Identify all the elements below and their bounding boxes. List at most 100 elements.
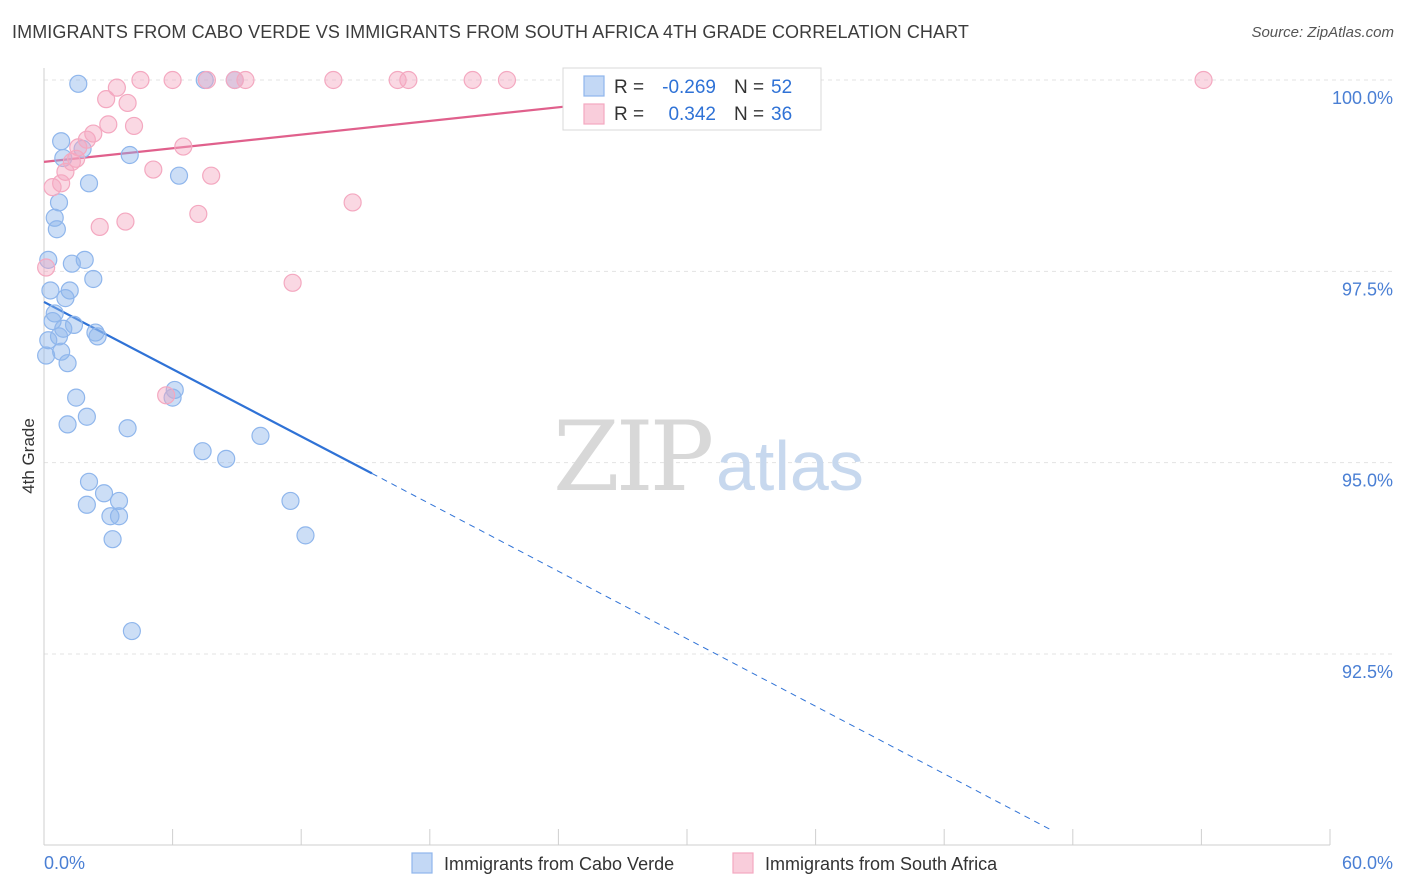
point-south-africa — [163, 70, 182, 90]
point-south-africa — [52, 174, 71, 193]
point-cabo-verde — [41, 281, 60, 300]
point-cabo-verde — [62, 254, 81, 273]
point-cabo-verde — [217, 449, 236, 468]
point-cabo-verde — [58, 354, 77, 373]
point-south-africa — [107, 78, 126, 97]
trend-line-extension — [371, 472, 1052, 831]
point-cabo-verde — [193, 442, 212, 461]
stats-n-value-blue: 52 — [771, 77, 792, 98]
point-cabo-verde — [56, 289, 75, 308]
point-south-africa — [37, 258, 56, 277]
point-south-africa — [497, 70, 517, 90]
point-south-africa — [1194, 70, 1213, 90]
point-cabo-verde — [79, 174, 99, 193]
point-south-africa — [43, 178, 62, 197]
point-cabo-verde — [109, 507, 129, 526]
point-cabo-verde — [122, 621, 141, 641]
y-tick-label: 95.0% — [1342, 471, 1393, 491]
point-cabo-verde — [54, 148, 73, 168]
point-south-africa — [116, 212, 135, 231]
stats-n-label-blue: N = — [734, 77, 764, 98]
point-cabo-verde — [67, 388, 86, 407]
point-south-africa — [463, 70, 482, 90]
point-south-africa — [124, 116, 144, 136]
point-cabo-verde — [120, 145, 139, 165]
point-south-africa — [144, 160, 163, 179]
point-south-africa — [283, 273, 302, 292]
point-cabo-verde — [103, 530, 122, 549]
point-cabo-verde — [58, 415, 77, 434]
stats-r-label-pink: R = — [614, 104, 644, 125]
trend-line-cabo-verde — [43, 300, 373, 475]
stats-n-value-pink: 36 — [771, 104, 792, 125]
point-cabo-verde — [52, 132, 71, 151]
stats-r-value-pink: 0.342 — [668, 104, 716, 125]
point-south-africa — [118, 93, 137, 113]
stats-legend-box — [562, 67, 822, 131]
x-tick-label-max: 60.0% — [1342, 853, 1393, 873]
bottom-legend: Immigrants from Cabo Verde Immigrants fr… — [411, 852, 998, 874]
x-ticks — [43, 829, 1331, 845]
point-cabo-verde — [77, 407, 96, 426]
y-tick-labels: 100.0% 97.5% 95.0% 92.5% — [1332, 88, 1393, 682]
point-cabo-verde — [169, 166, 189, 185]
point-south-africa — [197, 70, 216, 90]
point-cabo-verde — [118, 419, 137, 438]
y-tick-label: 100.0% — [1332, 88, 1393, 108]
point-cabo-verde — [52, 342, 71, 361]
gridlines — [44, 79, 1393, 655]
point-cabo-verde — [251, 426, 270, 445]
point-cabo-verde — [39, 331, 58, 350]
point-south-africa — [157, 386, 176, 405]
point-south-africa — [99, 115, 118, 134]
point-south-africa — [225, 70, 244, 90]
point-south-africa — [189, 204, 208, 224]
point-south-africa — [343, 193, 362, 212]
point-south-africa — [62, 152, 81, 171]
point-cabo-verde — [77, 495, 96, 514]
stats-n-label-pink: N = — [734, 104, 764, 125]
point-cabo-verde — [45, 208, 64, 227]
stats-r-value-blue: -0.269 — [662, 77, 716, 98]
point-south-africa — [388, 70, 407, 90]
point-cabo-verde — [84, 269, 103, 289]
bottom-legend-swatch-pink — [732, 852, 754, 874]
point-south-africa — [97, 90, 116, 109]
bottom-legend-label-blue: Immigrants from Cabo Verde — [444, 854, 674, 874]
point-cabo-verde — [79, 472, 99, 491]
watermark: ZIP atlas — [553, 401, 864, 513]
point-south-africa — [324, 70, 343, 90]
stats-legend: R = -0.269 N = 52 R = 0.342 N = 36 — [562, 67, 822, 131]
point-cabo-verde — [64, 315, 84, 335]
point-cabo-verde — [281, 491, 300, 511]
stats-legend-swatch-blue — [583, 75, 605, 97]
watermark-zip: ZIP — [553, 401, 712, 513]
y-tick-label: 92.5% — [1342, 662, 1393, 682]
y-tick-label: 97.5% — [1342, 279, 1393, 299]
point-cabo-verde — [88, 327, 107, 346]
point-south-africa — [174, 137, 193, 156]
point-cabo-verde — [296, 526, 315, 545]
stats-legend-swatch-pink — [583, 103, 605, 125]
point-cabo-verde — [49, 327, 69, 346]
bottom-legend-swatch-blue — [411, 852, 433, 874]
point-south-africa — [399, 70, 418, 90]
source-label: Source: ZipAtlas.com — [1251, 24, 1394, 41]
chart-title: IMMIGRANTS FROM CABO VERDE VS IMMIGRANTS… — [12, 22, 970, 42]
point-south-africa — [56, 162, 75, 181]
point-cabo-verde — [47, 220, 66, 239]
y-axis-label: 4th Grade — [19, 418, 38, 494]
data-points — [37, 70, 1213, 641]
point-cabo-verde — [49, 193, 69, 212]
point-cabo-verde — [37, 346, 56, 365]
x-tick-label-min: 0.0% — [44, 853, 85, 873]
point-south-africa — [236, 70, 255, 90]
watermark-atlas: atlas — [716, 427, 864, 505]
bottom-legend-label-pink: Immigrants from South Africa — [765, 854, 998, 874]
point-cabo-verde — [94, 484, 114, 503]
point-south-africa — [90, 217, 109, 237]
stats-r-label-blue: R = — [614, 77, 644, 98]
point-south-africa — [202, 166, 221, 185]
point-south-africa — [131, 70, 150, 90]
